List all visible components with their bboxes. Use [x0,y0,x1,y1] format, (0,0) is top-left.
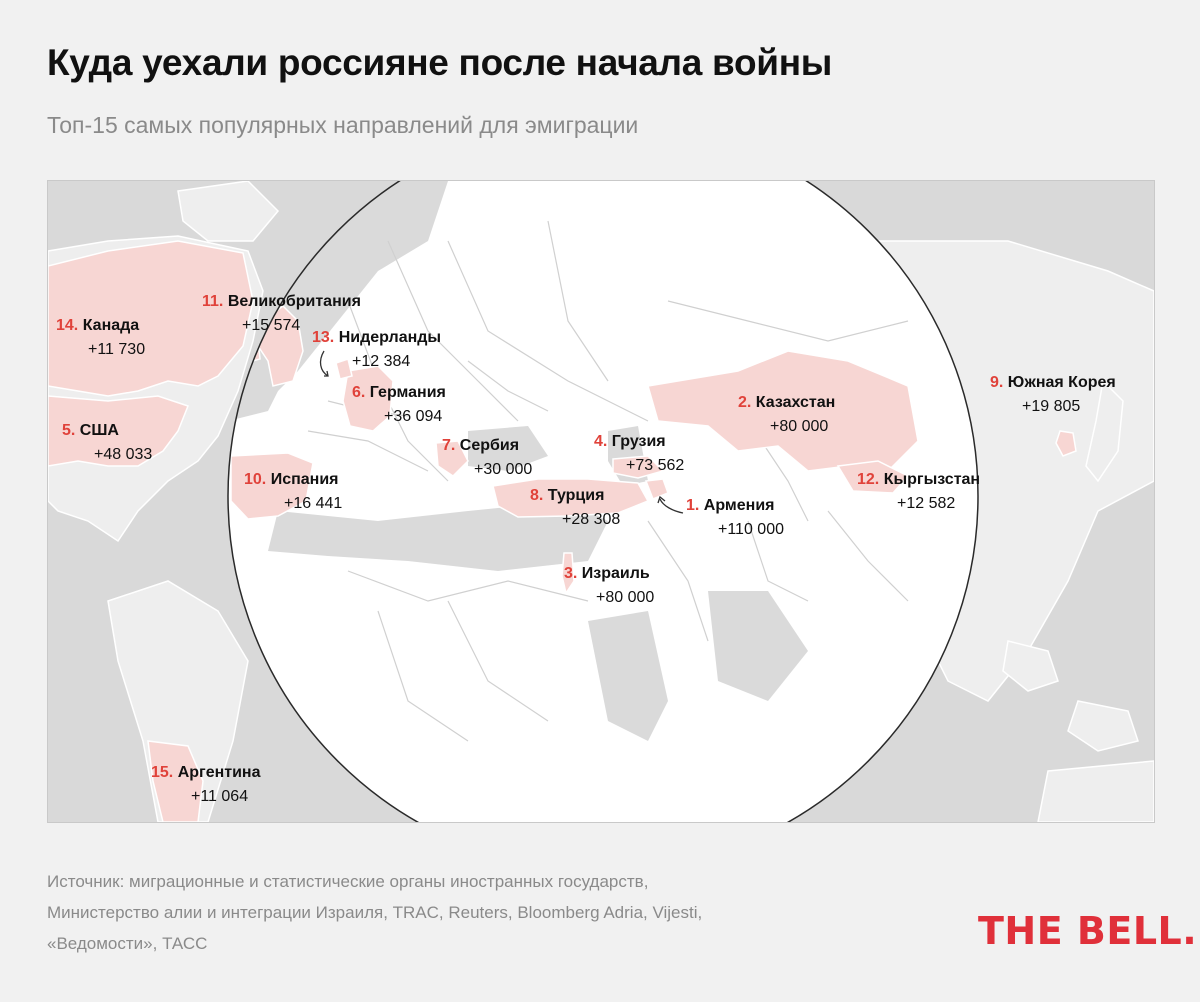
spain-shape [230,452,314,520]
country-turkey: Турция [547,487,605,504]
country-germany: Германия [369,384,446,401]
label-netherlands: 13. Нидерланды +12 384 [312,326,441,374]
rank-south-korea: 9. [990,374,1004,391]
country-netherlands: Нидерланды [338,329,442,346]
country-armenia: Армения [703,497,775,514]
the-bell-logo: THE BELL. [978,909,1198,953]
source-line-3: «Ведомости», ТАСС [47,934,208,953]
rank-turkey: 8. [530,487,544,504]
label-usa: 5. США +48 033 [62,419,152,467]
country-argentina: Аргентина [177,764,261,781]
israel-shape [561,552,575,595]
page-subtitle: Топ-15 самых популярных направлений для … [47,112,639,138]
lens-content [228,181,978,822]
rank-israel: 3. [564,565,578,582]
label-armenia: 1. Армения +110 000 [686,494,784,542]
south-korea-shape [1055,430,1077,457]
armenia-arrow [659,498,684,514]
label-south-korea: 9. Южная Корея +19 805 [990,371,1116,419]
label-kazakhstan: 2. Казахстан +80 000 [738,391,835,439]
value-netherlands: +12 384 [352,353,411,370]
country-georgia: Грузия [611,433,666,450]
country-spain: Испания [270,471,339,488]
rank-usa: 5. [62,422,76,439]
value-turkey: +28 308 [562,511,621,528]
rank-argentina: 15. [151,764,174,781]
label-kyrgyzstan: 12. Кыргызстан +12 582 [857,468,980,516]
rank-serbia: 7. [442,437,456,454]
map: 14. Канада +11 730 5. США +48 033 11. Ве… [47,180,1155,823]
georgia-shape [612,455,665,479]
value-spain: +16 441 [284,495,343,512]
country-south-korea: Южная Корея [1007,374,1116,391]
map-svg [48,181,1154,822]
usa-shape [48,395,189,467]
value-israel: +80 000 [596,589,655,606]
rank-germany: 6. [352,384,366,401]
value-argentina: +11 064 [191,788,249,805]
serbia-shape [435,440,469,477]
rank-spain: 10. [244,471,267,488]
source-line-1: Источник: миграционные и статистические … [47,872,649,891]
netherlands-arrow [319,350,329,377]
label-canada: 14. Канада +11 730 [56,314,145,362]
value-georgia: +73 562 [626,457,685,474]
rank-armenia: 1. [686,497,700,514]
country-kazakhstan: Казахстан [755,394,836,411]
label-israel: 3. Израиль +80 000 [564,562,654,610]
country-israel: Израиль [581,565,650,582]
armenia-shape [644,478,669,500]
kyrgyzstan-shape [836,460,910,494]
value-usa: +48 033 [94,446,153,463]
page-title: Куда уехали россияне после начала войны [47,42,833,83]
canada-shape [48,240,254,397]
country-canada: Канада [82,317,140,334]
label-georgia: 4. Грузия +73 562 [594,430,684,478]
source-line-2: Министерство алии и интеграции Израиля, … [47,903,703,922]
rank-uk: 11. [202,293,224,310]
value-south-korea: +19 805 [1022,398,1081,415]
label-uk: 11. Великобритания +15 574 [202,290,361,338]
value-uk: +15 574 [242,317,301,334]
value-germany: +36 094 [384,408,443,425]
rank-kyrgyzstan: 12. [857,471,880,488]
germany-shape [342,365,394,432]
country-serbia: Сербия [459,437,520,454]
label-turkey: 8. Турция +28 308 [530,484,620,532]
label-argentina: 15. Аргентина +11 064 [151,761,261,809]
rank-kazakhstan: 2. [738,394,752,411]
turkey-shape [492,478,650,518]
country-uk: Великобритания [227,293,361,310]
value-serbia: +30 000 [474,461,533,478]
lens-outline [227,181,979,822]
value-kyrgyzstan: +12 582 [897,495,956,512]
label-serbia: 7. Сербия +30 000 [442,434,532,482]
argentina-shape [147,740,204,822]
rank-netherlands: 13. [312,329,335,346]
country-usa: США [79,422,119,439]
country-kyrgyzstan: Кыргызстан [883,471,981,488]
source-note: Источник: миграционные и статистические … [47,866,702,959]
value-canada: +11 730 [88,341,146,358]
label-germany: 6. Германия +36 094 [352,381,446,429]
value-kazakhstan: +80 000 [770,418,829,435]
rank-georgia: 4. [594,433,608,450]
rank-canada: 14. [56,317,79,334]
label-spain: 10. Испания +16 441 [244,468,342,516]
value-armenia: +110 000 [718,521,784,538]
netherlands-shape [335,358,353,380]
